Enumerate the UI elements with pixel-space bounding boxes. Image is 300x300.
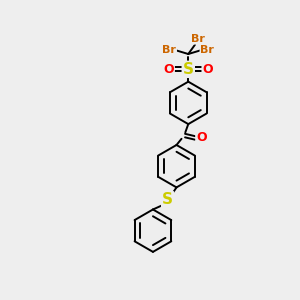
Text: Br: Br (200, 46, 214, 56)
Text: O: O (163, 63, 174, 76)
Text: S: S (183, 62, 194, 77)
Text: O: O (203, 63, 213, 76)
Text: O: O (196, 131, 207, 144)
Text: Br: Br (191, 34, 205, 44)
Text: Br: Br (162, 46, 176, 56)
Text: S: S (162, 192, 173, 207)
